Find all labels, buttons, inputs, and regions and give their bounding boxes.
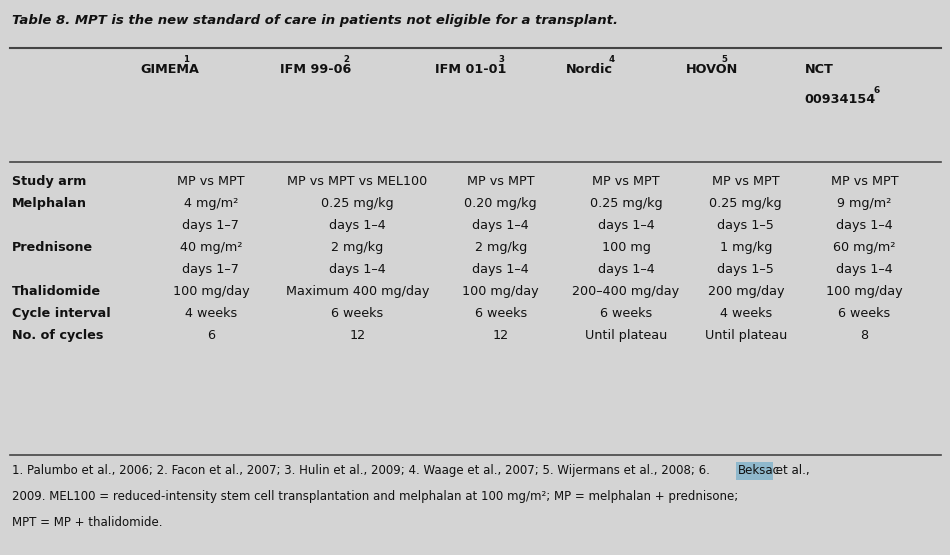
- Text: 200 mg/day: 200 mg/day: [708, 285, 784, 298]
- Text: MP vs MPT: MP vs MPT: [712, 175, 780, 188]
- Text: 60 mg/m²: 60 mg/m²: [833, 241, 896, 254]
- Text: Prednisone: Prednisone: [12, 241, 93, 254]
- Text: MP vs MPT vs MEL100: MP vs MPT vs MEL100: [287, 175, 428, 188]
- Text: IFM 99-06: IFM 99-06: [280, 63, 352, 76]
- Text: 6 weeks: 6 weeks: [838, 307, 891, 320]
- Text: 1 mg/kg: 1 mg/kg: [719, 241, 772, 254]
- Text: 4: 4: [608, 56, 615, 64]
- Text: days 1–4: days 1–4: [598, 219, 655, 232]
- Text: 0.20 mg/kg: 0.20 mg/kg: [465, 197, 537, 210]
- Text: MP vs MPT: MP vs MPT: [830, 175, 899, 188]
- Text: 00934154: 00934154: [805, 93, 876, 106]
- Text: 8: 8: [861, 329, 868, 342]
- Text: 6 weeks: 6 weeks: [600, 307, 653, 320]
- Text: days 1–4: days 1–4: [329, 263, 386, 276]
- Text: 12: 12: [493, 329, 508, 342]
- Text: et al.,: et al.,: [772, 464, 810, 477]
- Text: days 1–4: days 1–4: [836, 263, 893, 276]
- Text: 0.25 mg/kg: 0.25 mg/kg: [710, 197, 782, 210]
- Text: 6: 6: [207, 329, 215, 342]
- Text: 1: 1: [182, 56, 189, 64]
- Text: days 1–4: days 1–4: [329, 219, 386, 232]
- Text: Cycle interval: Cycle interval: [12, 307, 111, 320]
- Text: 9 mg/m²: 9 mg/m²: [837, 197, 892, 210]
- Text: HOVON: HOVON: [686, 63, 738, 76]
- Text: MPT = MP + thalidomide.: MPT = MP + thalidomide.: [12, 516, 162, 529]
- Text: 2009. MEL100 = reduced-intensity stem cell transplantation and melphalan at 100 : 2009. MEL100 = reduced-intensity stem ce…: [12, 490, 738, 503]
- Text: 1. Palumbo et al., 2006; 2. Facon et al., 2007; 3. Hulin et al., 2009; 4. Waage : 1. Palumbo et al., 2006; 2. Facon et al.…: [12, 464, 714, 477]
- Text: days 1–4: days 1–4: [598, 263, 655, 276]
- Text: 4 mg/m²: 4 mg/m²: [183, 197, 238, 210]
- Text: Maximum 400 mg/day: Maximum 400 mg/day: [286, 285, 428, 298]
- Text: No. of cycles: No. of cycles: [12, 329, 104, 342]
- Text: 100 mg/day: 100 mg/day: [463, 285, 539, 298]
- Text: MP vs MPT: MP vs MPT: [592, 175, 660, 188]
- Text: 100 mg/day: 100 mg/day: [173, 285, 249, 298]
- Text: 6 weeks: 6 weeks: [331, 307, 383, 320]
- Text: days 1–4: days 1–4: [472, 219, 529, 232]
- Text: days 1–5: days 1–5: [717, 263, 774, 276]
- Text: 2 mg/kg: 2 mg/kg: [475, 241, 527, 254]
- Text: 40 mg/m²: 40 mg/m²: [180, 241, 242, 254]
- Text: Melphalan: Melphalan: [12, 197, 87, 210]
- Text: NCT: NCT: [805, 63, 833, 76]
- Text: 2: 2: [343, 56, 350, 64]
- Text: 3: 3: [498, 56, 504, 64]
- Text: 6 weeks: 6 weeks: [475, 307, 527, 320]
- Text: Until plateau: Until plateau: [705, 329, 787, 342]
- Text: Table 8. MPT is the new standard of care in patients not eligible for a transpla: Table 8. MPT is the new standard of care…: [12, 14, 618, 27]
- Text: 0.25 mg/kg: 0.25 mg/kg: [321, 197, 393, 210]
- Text: Nordic: Nordic: [566, 63, 613, 76]
- Text: 12: 12: [350, 329, 365, 342]
- Text: days 1–4: days 1–4: [836, 219, 893, 232]
- Text: MP vs MPT: MP vs MPT: [466, 175, 535, 188]
- Text: 200–400 mg/day: 200–400 mg/day: [573, 285, 679, 298]
- Text: 100 mg/day: 100 mg/day: [826, 285, 902, 298]
- Text: 2 mg/kg: 2 mg/kg: [331, 241, 383, 254]
- Text: MP vs MPT: MP vs MPT: [177, 175, 245, 188]
- Text: 100 mg: 100 mg: [601, 241, 651, 254]
- Text: 5: 5: [721, 56, 727, 64]
- Text: Beksac: Beksac: [737, 464, 779, 477]
- Text: IFM 01-01: IFM 01-01: [435, 63, 506, 76]
- Text: days 1–5: days 1–5: [717, 219, 774, 232]
- Text: 4 weeks: 4 weeks: [720, 307, 771, 320]
- Text: days 1–4: days 1–4: [472, 263, 529, 276]
- Text: 0.25 mg/kg: 0.25 mg/kg: [590, 197, 662, 210]
- FancyBboxPatch shape: [736, 462, 773, 480]
- Text: Study arm: Study arm: [12, 175, 86, 188]
- Text: Thalidomide: Thalidomide: [12, 285, 102, 298]
- Text: days 1–7: days 1–7: [182, 263, 239, 276]
- Text: GIMEMA: GIMEMA: [141, 63, 200, 76]
- Text: 6: 6: [873, 87, 880, 95]
- Text: 4 weeks: 4 weeks: [184, 307, 238, 320]
- Text: days 1–7: days 1–7: [182, 219, 239, 232]
- Text: Until plateau: Until plateau: [585, 329, 667, 342]
